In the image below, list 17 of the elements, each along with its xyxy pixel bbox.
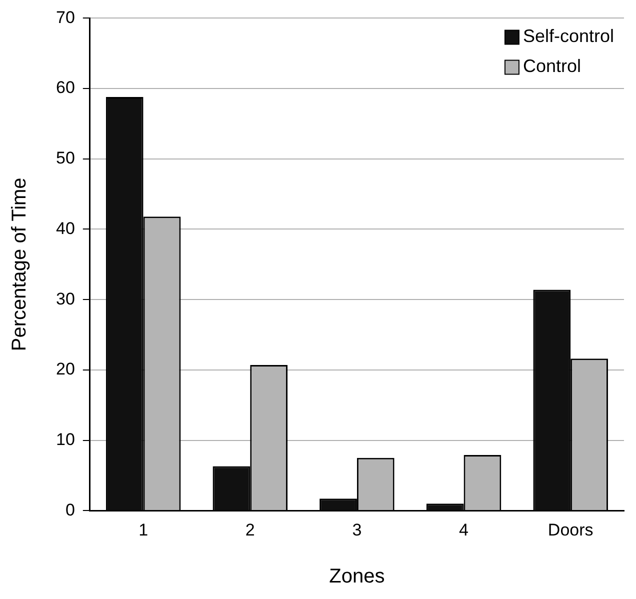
y-tick-label: 70 <box>56 8 75 27</box>
y-tick-label: 10 <box>56 430 75 449</box>
x-tick-label: 3 <box>352 520 362 540</box>
legend-label: Self-control <box>522 26 614 46</box>
x-axis-title: Zones <box>329 566 385 588</box>
y-tick-label: 40 <box>56 218 75 238</box>
y-tick-label: 60 <box>56 78 75 98</box>
x-tick-label: Doors <box>548 520 594 540</box>
y-tick-label: 20 <box>56 360 75 379</box>
y-tick-label: 0 <box>65 500 75 520</box>
y-tick-label: 50 <box>56 148 75 168</box>
y-tick-label: 30 <box>56 289 75 308</box>
legend-label: Control <box>522 56 581 76</box>
x-tick-label: 2 <box>245 520 255 540</box>
x-tick-label: 1 <box>138 520 148 540</box>
x-tick-label: 4 <box>459 520 469 540</box>
y-axis-title: Percentage of Time <box>8 178 31 352</box>
